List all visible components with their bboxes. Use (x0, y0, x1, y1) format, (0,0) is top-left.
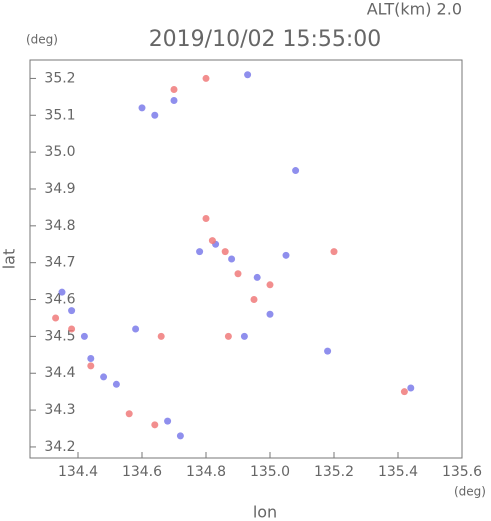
y-tick-label: 34.4 (44, 365, 75, 381)
x-tick-label: 134.6 (122, 464, 162, 480)
echo-point (292, 167, 300, 175)
y-unit: (deg) (26, 33, 58, 47)
echo-point (87, 355, 95, 362)
echo-point (176, 432, 184, 440)
echo-point (100, 373, 108, 381)
y-axis-label: lat (0, 249, 19, 270)
echo-point (250, 296, 258, 304)
echo-point (253, 273, 261, 281)
echo-point (240, 332, 248, 340)
y-tick-label: 35.1 (44, 107, 75, 123)
echo-point (151, 111, 159, 119)
echo-point (132, 325, 140, 333)
x-tick-label: 135.0 (250, 464, 290, 480)
echo-point (125, 410, 133, 418)
y-tick-label: 34.6 (44, 292, 75, 308)
echo-point (228, 255, 236, 263)
x-tick-label: 134.8 (186, 464, 226, 480)
echo-point (407, 384, 415, 392)
echo-point (202, 214, 210, 222)
echo-point (282, 251, 290, 259)
echo-point (138, 104, 146, 112)
echo-point (170, 97, 178, 105)
echo-point (151, 421, 159, 429)
y-tick-label: 34.7 (44, 255, 75, 271)
echo-point (157, 332, 165, 340)
y-tick-label: 35.0 (44, 144, 75, 160)
x-axis-label: lon (253, 503, 277, 521)
echo-point (244, 71, 252, 79)
echo-point (164, 417, 172, 425)
echo-point (58, 288, 66, 296)
echo-point (208, 237, 216, 245)
y-tick-label: 34.2 (44, 439, 75, 455)
x-tick-label: 135.2 (314, 464, 354, 480)
y-tick-label: 34.3 (44, 402, 75, 418)
y-tick-label: 34.5 (44, 328, 75, 344)
echo-point (68, 307, 76, 315)
echo-point (52, 314, 60, 322)
y-tick-label: 34.8 (44, 218, 75, 234)
echo-point (234, 270, 242, 278)
echo-point (221, 248, 229, 256)
y-tick-label: 34.9 (44, 181, 75, 197)
chart-title: 2019/10/02 15:55:00 (149, 27, 382, 52)
echo-point (330, 248, 338, 256)
x-tick-label: 135.6 (442, 464, 482, 480)
echo-point (202, 74, 210, 82)
plot-frame (29, 59, 463, 459)
echo-point (112, 380, 120, 388)
echo-point (324, 347, 332, 355)
echo-point (170, 85, 178, 93)
echo-point (87, 362, 95, 370)
x-tick-label: 135.4 (378, 464, 418, 480)
y-tick-label: 35.2 (44, 70, 75, 86)
chart-subtitle: ALT(km) 2.0 (367, 0, 462, 19)
echo-point (266, 281, 274, 289)
x-unit: (deg) (454, 485, 486, 499)
echo-point (68, 325, 76, 333)
echo-point (266, 310, 274, 318)
x-tick-label: 134.4 (58, 464, 98, 480)
echo-point (80, 332, 88, 340)
echo-point (224, 332, 232, 340)
echo-point (400, 388, 408, 396)
echo-point (196, 248, 204, 256)
